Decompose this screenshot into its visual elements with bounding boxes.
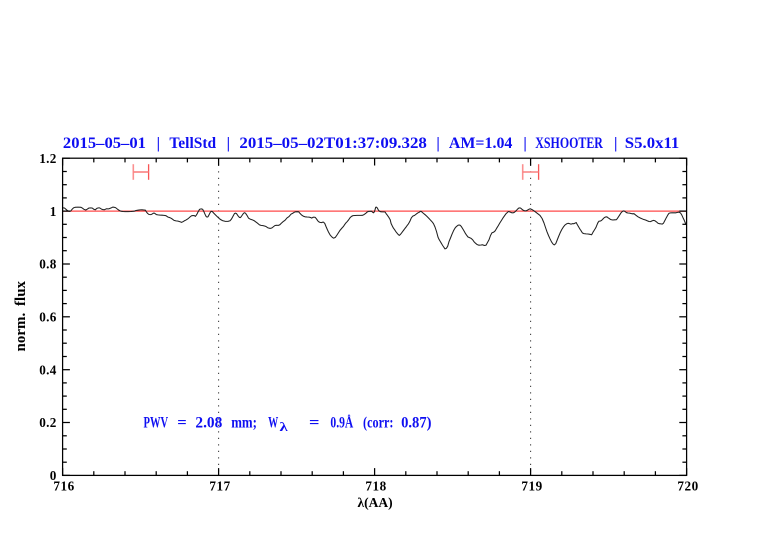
svg-text:norm. flux: norm. flux (13, 280, 29, 351)
svg-text:|: | (157, 135, 160, 152)
svg-text:λ(AA): λ(AA) (357, 495, 392, 510)
svg-text:718: 718 (365, 478, 386, 493)
svg-text:0.8: 0.8 (39, 257, 56, 272)
svg-text:|: | (614, 135, 617, 152)
svg-text:S5.0x11: S5.0x11 (625, 135, 680, 152)
svg-text:mm;: mm; (231, 415, 257, 432)
svg-text:2015–05–01: 2015–05–01 (63, 135, 146, 152)
svg-text:PWV: PWV (144, 415, 169, 432)
svg-text:716: 716 (53, 478, 74, 493)
svg-text:|: | (436, 135, 439, 152)
svg-text:719: 719 (521, 478, 542, 493)
svg-text:|: | (523, 135, 526, 152)
svg-text:|: | (227, 135, 230, 152)
svg-text:0.6: 0.6 (39, 310, 56, 325)
svg-text:0.9Å: 0.9Å (330, 415, 353, 432)
svg-text:AM=1.04: AM=1.04 (449, 135, 513, 152)
svg-text:1.2: 1.2 (39, 151, 56, 166)
svg-text:2015–05–02T01:37:09.328: 2015–05–02T01:37:09.328 (239, 135, 427, 152)
svg-text:2.08: 2.08 (195, 415, 222, 432)
svg-text:720: 720 (677, 478, 698, 493)
svg-text:0.87): 0.87) (401, 415, 431, 432)
svg-text:=: = (309, 415, 320, 432)
svg-text:XSHOOTER: XSHOOTER (535, 135, 603, 152)
svg-text:λ: λ (280, 419, 289, 434)
svg-text:0.2: 0.2 (39, 415, 56, 430)
svg-text:TellStd: TellStd (169, 135, 216, 152)
svg-text:W: W (268, 415, 278, 432)
svg-text:(corr:: (corr: (363, 415, 394, 432)
svg-text:0: 0 (50, 468, 57, 483)
svg-text:717: 717 (209, 478, 230, 493)
svg-text:0.4: 0.4 (39, 362, 56, 377)
svg-text:=: = (177, 415, 187, 432)
svg-text:1: 1 (50, 204, 57, 219)
